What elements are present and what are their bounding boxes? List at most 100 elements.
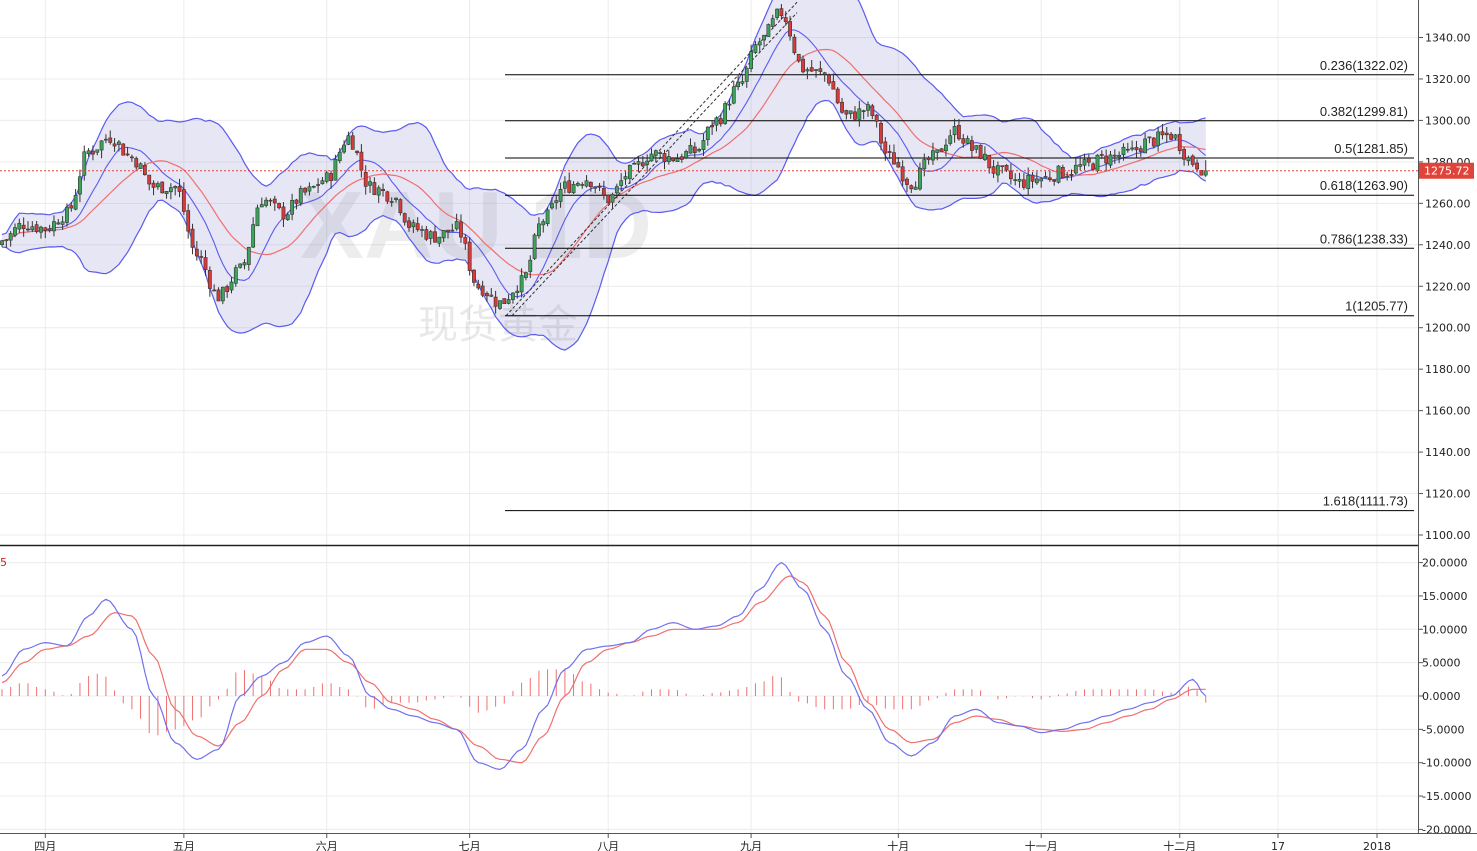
candle-body[interactable]: [73, 194, 78, 210]
candle-body[interactable]: [415, 223, 420, 230]
candle-body[interactable]: [931, 150, 935, 161]
candle-body[interactable]: [1065, 175, 1070, 178]
candle-body[interactable]: [636, 161, 641, 165]
candle-body[interactable]: [420, 229, 424, 231]
candle-body[interactable]: [705, 126, 710, 140]
candle-body[interactable]: [524, 272, 528, 278]
candle-body[interactable]: [588, 181, 593, 188]
candle-body[interactable]: [727, 103, 732, 106]
candle-body[interactable]: [1043, 176, 1048, 179]
candle-body[interactable]: [848, 110, 853, 115]
candle-body[interactable]: [844, 110, 849, 115]
candle-body[interactable]: [749, 51, 753, 69]
candle-body[interactable]: [168, 187, 173, 193]
candle-body[interactable]: [857, 108, 862, 120]
candle-body[interactable]: [112, 143, 117, 147]
candle-body[interactable]: [446, 229, 450, 233]
candle-body[interactable]: [610, 194, 615, 203]
candle-body[interactable]: [1134, 147, 1139, 151]
candle-body[interactable]: [1099, 154, 1104, 156]
candle-body[interactable]: [95, 149, 100, 153]
candle-body[interactable]: [199, 256, 204, 258]
candle-body[interactable]: [913, 186, 918, 190]
candle-body[interactable]: [1082, 159, 1087, 166]
candle-body[interactable]: [1052, 179, 1057, 182]
candle-body[interactable]: [762, 34, 766, 41]
candle-body[interactable]: [467, 241, 472, 271]
candle-body[interactable]: [550, 203, 554, 209]
candle-body[interactable]: [454, 221, 459, 230]
candle-body[interactable]: [619, 180, 624, 186]
candle-body[interactable]: [714, 117, 719, 126]
candle-body[interactable]: [744, 67, 749, 82]
candle-body[interactable]: [333, 159, 338, 181]
candle-body[interactable]: [991, 166, 996, 174]
candle-body[interactable]: [692, 146, 697, 153]
candle-body[interactable]: [428, 231, 433, 239]
candle-body[interactable]: [567, 180, 572, 193]
candle-body[interactable]: [281, 206, 286, 220]
candle-body[interactable]: [623, 176, 628, 180]
candle-body[interactable]: [1203, 170, 1208, 176]
candle-body[interactable]: [372, 182, 377, 195]
candle-body[interactable]: [203, 257, 208, 271]
candle-body[interactable]: [47, 228, 52, 231]
candle-body[interactable]: [814, 69, 818, 71]
candle-body[interactable]: [671, 157, 676, 162]
candle-body[interactable]: [788, 21, 792, 37]
candle-body[interactable]: [970, 140, 974, 151]
candle-body[interactable]: [649, 153, 654, 162]
candle-body[interactable]: [575, 183, 580, 186]
candle-body[interactable]: [883, 141, 888, 154]
candle-body[interactable]: [285, 214, 290, 220]
candle-body[interactable]: [662, 153, 667, 163]
candle-body[interactable]: [69, 205, 74, 209]
candle-body[interactable]: [264, 199, 269, 206]
candle-body[interactable]: [65, 206, 69, 223]
candle-body[interactable]: [368, 181, 372, 186]
candle-body[interactable]: [1039, 178, 1044, 182]
candle-body[interactable]: [160, 181, 165, 194]
candle-body[interactable]: [710, 124, 715, 128]
candle-body[interactable]: [363, 171, 368, 187]
candle-body[interactable]: [645, 160, 650, 165]
candle-body[interactable]: [437, 236, 442, 244]
candle-body[interactable]: [1156, 131, 1161, 146]
candle-body[interactable]: [502, 298, 507, 304]
candle-body[interactable]: [1013, 179, 1018, 181]
candle-body[interactable]: [545, 209, 550, 224]
candles[interactable]: [0, 4, 1208, 314]
candle-body[interactable]: [82, 151, 87, 176]
candle-body[interactable]: [818, 68, 823, 72]
candle-body[interactable]: [91, 150, 95, 155]
candle-body[interactable]: [142, 165, 147, 176]
candle-body[interactable]: [783, 17, 788, 22]
candle-body[interactable]: [272, 198, 277, 204]
candle-body[interactable]: [407, 220, 411, 228]
candle-body[interactable]: [805, 69, 810, 72]
candle-body[interactable]: [476, 283, 481, 289]
candle-body[interactable]: [376, 187, 381, 196]
fibonacci-levels[interactable]: 0.236(1322.02) 0.382(1299.81) 0.5(1281.85)…: [505, 58, 1414, 512]
candle-body[interactable]: [731, 86, 736, 104]
candle-body[interactable]: [489, 294, 494, 297]
trend-line-outer[interactable]: [505, 1, 798, 317]
candle-body[interactable]: [190, 228, 195, 248]
candle-body[interactable]: [558, 189, 563, 202]
candle-body[interactable]: [60, 221, 65, 225]
candle-body[interactable]: [688, 145, 693, 154]
candle-body[interactable]: [56, 222, 61, 225]
candle-body[interactable]: [130, 156, 134, 159]
candle-body[interactable]: [866, 104, 870, 111]
candle-body[interactable]: [905, 178, 909, 185]
candle-body[interactable]: [350, 135, 355, 150]
candle-body[interactable]: [1017, 178, 1022, 182]
candle-body[interactable]: [355, 150, 359, 154]
candle-body[interactable]: [303, 187, 308, 193]
candle-body[interactable]: [948, 135, 953, 144]
candle-body[interactable]: [1086, 158, 1091, 163]
candle-body[interactable]: [1160, 131, 1165, 136]
candle-body[interactable]: [779, 8, 784, 16]
candle-body[interactable]: [1021, 179, 1026, 188]
candle-body[interactable]: [740, 81, 745, 84]
